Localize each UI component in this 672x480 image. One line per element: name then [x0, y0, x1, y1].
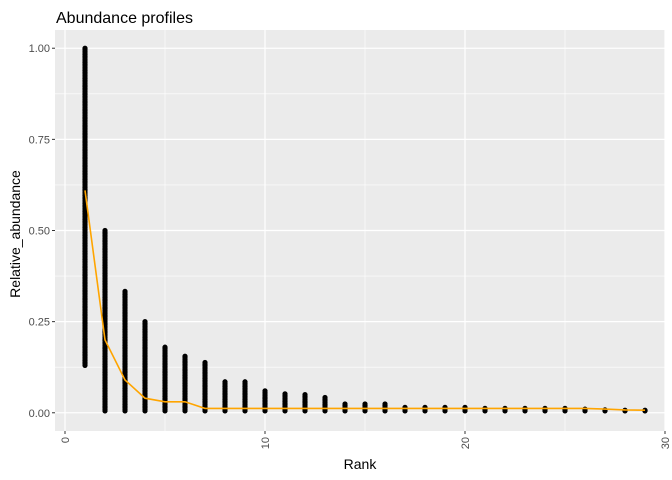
grid-lines — [55, 30, 666, 431]
data-point — [302, 408, 308, 414]
rank-point-column — [342, 401, 348, 414]
data-point — [282, 408, 288, 414]
rank-point-column — [522, 405, 528, 414]
data-point — [242, 408, 248, 414]
x-tick-label: 10 — [260, 437, 272, 449]
x-axis-title: Rank — [344, 456, 378, 472]
rank-point-column — [262, 388, 268, 414]
data-point — [202, 408, 208, 414]
data-point — [562, 408, 568, 414]
data-point — [582, 408, 588, 414]
data-point — [462, 408, 468, 414]
data-point — [262, 408, 268, 414]
data-point — [102, 408, 108, 414]
data-point — [162, 408, 168, 414]
mean-line — [84, 190, 646, 411]
rank-point-column — [582, 406, 588, 414]
rank-point-column — [282, 391, 288, 414]
data-point — [142, 408, 148, 414]
data-point — [222, 408, 228, 414]
y-tick-label: 0.50 — [29, 226, 50, 238]
x-tick-label: 20 — [460, 437, 472, 449]
data-point — [422, 408, 428, 414]
data-point — [322, 408, 328, 414]
y-tick-label: 0.00 — [29, 408, 50, 420]
data-point — [442, 408, 448, 414]
rank-point-column — [542, 405, 548, 414]
data-point — [542, 408, 548, 414]
rank-point-column — [362, 401, 368, 414]
rank-point-column — [182, 353, 188, 414]
y-tick-label: 1.00 — [29, 43, 50, 55]
mean-line-layer — [84, 190, 646, 411]
x-tick-label: 0 — [60, 437, 72, 443]
rank-point-column — [502, 405, 508, 414]
y-tick-label: 0.75 — [29, 134, 50, 146]
rank-point-column — [122, 288, 128, 414]
data-point — [382, 408, 388, 414]
rank-point-column — [202, 359, 208, 414]
axes: 0.00 0.25 0.50 0.75 1.00 0 10 20 30 — [29, 43, 672, 449]
data-point — [82, 362, 88, 368]
data-point — [482, 408, 488, 414]
rank-point-column — [322, 394, 328, 414]
data-point — [402, 408, 408, 414]
rank-point-column — [482, 405, 488, 414]
rank-point-column — [602, 407, 608, 414]
data-point — [522, 408, 528, 414]
rank-point-column — [302, 391, 308, 414]
rank-point-column — [222, 379, 228, 414]
data-point — [342, 408, 348, 414]
rank-point-column — [382, 401, 388, 414]
y-axis-title: Relative_abundance — [7, 170, 23, 298]
rank-point-column — [242, 379, 248, 414]
data-point — [182, 408, 188, 414]
x-tick-label: 30 — [660, 437, 672, 449]
rank-point-column — [642, 407, 648, 414]
rank-point-column — [142, 319, 148, 414]
chart-title: Abundance profiles — [56, 10, 193, 27]
data-point — [502, 408, 508, 414]
rank-point-column — [162, 344, 168, 414]
rank-point-column — [562, 405, 568, 414]
y-tick-label: 0.25 — [29, 317, 50, 329]
data-point — [362, 408, 368, 414]
data-point — [122, 408, 128, 414]
